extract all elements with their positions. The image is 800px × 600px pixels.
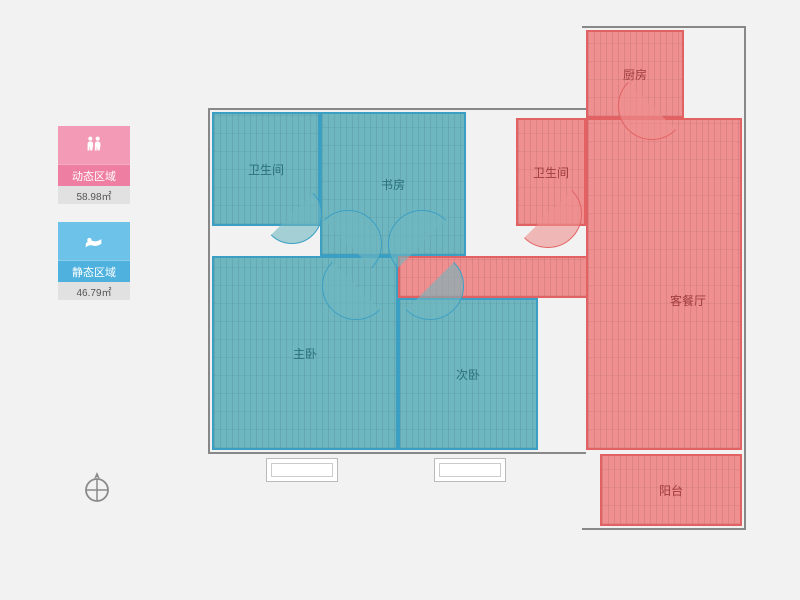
legend-static-value: 46.79㎡: [58, 282, 130, 300]
room-second: 次卧: [398, 298, 538, 450]
room-label: 卫生间: [533, 164, 569, 181]
legend-dynamic: 动态区域 58.98㎡: [58, 126, 130, 204]
legend: 动态区域 58.98㎡ 静态区域 46.79㎡: [58, 126, 130, 318]
room-label: 阳台: [659, 482, 683, 499]
room-living: 客餐厅: [586, 118, 742, 450]
room-master: 主卧: [212, 256, 398, 450]
window: [434, 458, 506, 482]
window: [266, 458, 338, 482]
room-balcony: 阳台: [600, 454, 742, 526]
room-label: 书房: [381, 176, 405, 193]
legend-static: 静态区域 46.79㎡: [58, 222, 130, 300]
legend-static-label: 静态区域: [58, 260, 130, 282]
room-label: 卫生间: [248, 161, 284, 178]
sleep-icon: [58, 222, 130, 260]
floorplan: 厨房客餐厅阳台 卫生间 卫生间书房主卧次卧: [198, 20, 746, 568]
room-label: 厨房: [623, 66, 647, 83]
legend-dynamic-value: 58.98㎡: [58, 186, 130, 204]
people-icon: [58, 126, 130, 164]
room-label: 次卧: [456, 366, 480, 383]
legend-dynamic-label: 动态区域: [58, 164, 130, 186]
room-label: 主卧: [293, 345, 317, 362]
compass-icon: [82, 470, 112, 504]
room-label: 客餐厅: [670, 292, 706, 309]
